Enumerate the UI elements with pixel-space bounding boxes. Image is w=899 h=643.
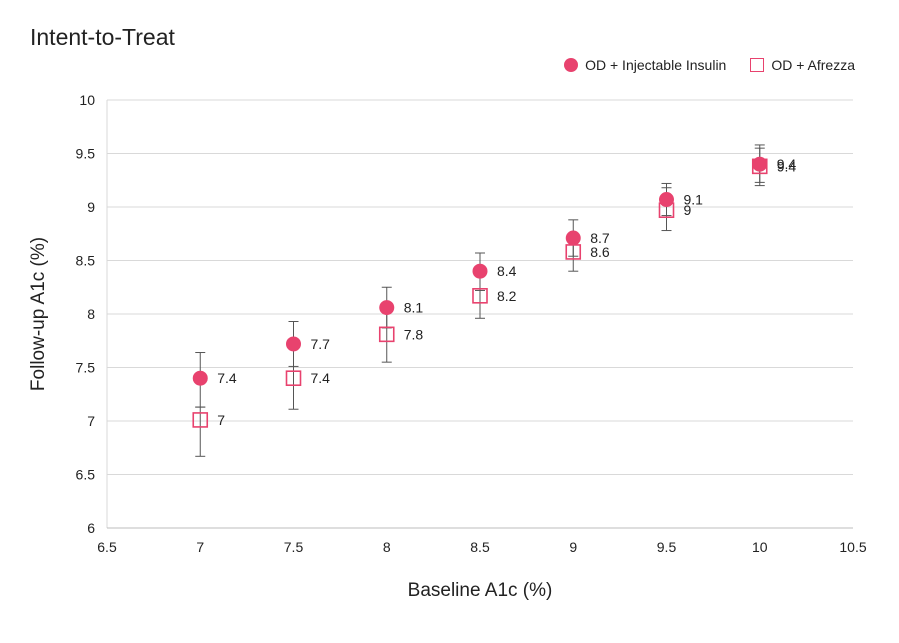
legend-square-marker <box>750 58 765 72</box>
legend-label-injectable-insulin: OD + Injectable Insulin <box>585 57 727 73</box>
data-point-square <box>378 326 395 343</box>
data-point-square <box>472 288 488 304</box>
x-tick-label: 8 <box>383 539 391 555</box>
x-axis-title: Baseline A1c (%) <box>408 580 553 601</box>
chart-title: Intent-to-Treat <box>30 24 175 50</box>
y-tick-label: 7.5 <box>76 360 96 376</box>
y-tick-label: 7 <box>87 413 95 429</box>
x-tick-label: 7.5 <box>284 539 304 555</box>
data-point-square <box>285 370 302 387</box>
data-label: 8.2 <box>497 288 517 304</box>
data-label: 7 <box>217 412 225 428</box>
data-point-circle <box>752 156 768 172</box>
y-tick-label: 10 <box>79 92 95 108</box>
data-label: 9.4 <box>777 158 797 174</box>
y-tick-label: 9.5 <box>76 146 96 162</box>
data-label: 7.8 <box>404 326 424 342</box>
data-label: 7.4 <box>217 370 237 386</box>
data-label: 9 <box>684 202 692 218</box>
data-label: 9.1 <box>684 192 704 208</box>
data-point-square <box>565 244 582 260</box>
x-tick-label: 9 <box>569 539 577 555</box>
x-tick-label: 7 <box>196 539 204 555</box>
x-tick-label: 8.5 <box>470 539 490 555</box>
data-label: 9.4 <box>777 156 797 172</box>
data-label: 8.1 <box>404 300 424 316</box>
legend-circle-marker <box>564 58 579 72</box>
data-point-circle <box>659 192 674 208</box>
data-label: 8.6 <box>590 244 610 260</box>
data-point-square <box>658 202 675 219</box>
y-axis-title: Follow-up A1c (%) <box>28 237 49 391</box>
data-point-square <box>751 158 768 175</box>
x-tick-label: 10 <box>752 539 768 555</box>
legend-item-injectable-insulin: OD + Injectable Insulin <box>564 57 726 73</box>
x-tick-label: 6.5 <box>97 539 117 555</box>
y-tick-label: 8.5 <box>76 253 96 269</box>
data-label: 7.4 <box>311 370 331 386</box>
data-point-circle <box>472 263 488 279</box>
data-point-circle <box>286 336 301 352</box>
data-label: 7.7 <box>311 336 331 352</box>
data-label: 8.4 <box>497 263 517 279</box>
legend-item-afrezza: OD + Afrezza <box>750 57 855 73</box>
x-tick-label: 9.5 <box>657 539 677 555</box>
data-point-square <box>192 412 209 428</box>
y-tick-label: 8 <box>87 306 95 322</box>
legend-label-afrezza: OD + Afrezza <box>771 57 855 73</box>
y-tick-label: 6.5 <box>76 467 96 483</box>
y-tick-label: 9 <box>87 199 95 215</box>
y-tick-label: 6 <box>87 520 95 536</box>
data-point-circle <box>565 230 581 246</box>
data-point-circle <box>192 370 208 386</box>
data-label: 8.7 <box>590 230 610 246</box>
x-tick-label: 10.5 <box>839 539 866 555</box>
data-point-circle <box>379 300 395 316</box>
legend: OD + Injectable Insulin OD + Afrezza <box>540 57 855 73</box>
